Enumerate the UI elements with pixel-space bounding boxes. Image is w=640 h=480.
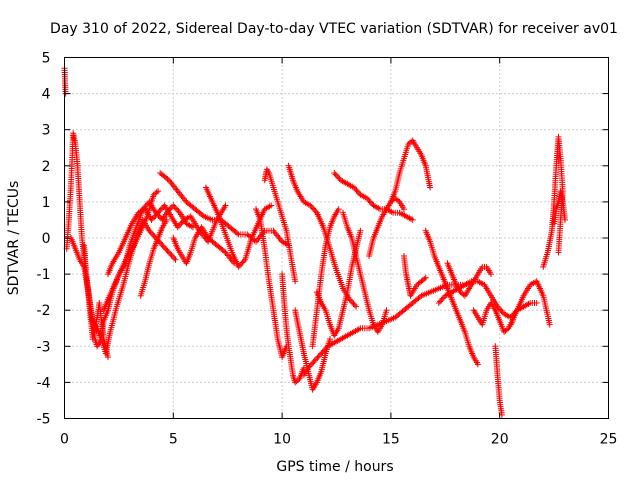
data-point-markers <box>422 227 481 368</box>
series-s31 <box>551 188 568 227</box>
data-point-markers <box>137 216 170 299</box>
series-s26 <box>444 260 494 299</box>
series-s11 <box>253 206 290 361</box>
y-tick-label: -5 <box>37 412 51 428</box>
data-point-markers <box>261 166 299 285</box>
y-axis-label: SDTVAR / TECUs <box>6 181 22 296</box>
data-point-markers <box>105 202 229 278</box>
data-point-markers <box>444 260 494 299</box>
series-s24 <box>422 227 481 368</box>
data-point-markers <box>170 224 238 267</box>
data-point-markers <box>492 343 505 418</box>
data-point-markers <box>313 227 364 339</box>
data-point-markers <box>300 281 468 379</box>
data-point-markers <box>157 170 292 249</box>
x-tick-label: 5 <box>169 432 178 448</box>
x-tick-label: 15 <box>382 432 400 448</box>
y-tick-label: 4 <box>42 87 51 103</box>
series-s13 <box>279 271 307 386</box>
x-axis-label: GPS time / hours <box>276 459 393 475</box>
data-points <box>61 65 568 418</box>
series-s08 <box>157 170 292 249</box>
y-tick-label: 5 <box>42 51 51 67</box>
y-tick-label: 1 <box>42 195 51 211</box>
grid-lines <box>64 57 609 419</box>
series-s21 <box>366 195 407 259</box>
series-s12 <box>261 166 299 285</box>
series-s04 <box>81 242 111 361</box>
data-point-markers <box>61 65 69 97</box>
data-point-markers <box>387 137 434 205</box>
series-s06 <box>100 188 162 314</box>
series-s20 <box>340 209 390 335</box>
series-s18 <box>313 227 364 339</box>
series-s09 <box>170 224 238 267</box>
data-point-markers <box>551 188 568 227</box>
axis-ticks: 0 5 10 15 20 25 -5 -4 -3 -2 -1 0 1 2 3 4 5 <box>37 51 618 448</box>
series-s07 <box>137 216 170 299</box>
data-point-markers <box>81 242 111 361</box>
data-point-markers <box>100 188 162 314</box>
data-point-markers <box>340 209 390 335</box>
series-s23 <box>401 253 429 299</box>
series-s01 <box>61 65 69 97</box>
data-point-markers <box>253 206 290 361</box>
series-s05 <box>105 202 229 278</box>
y-tick-label: 2 <box>42 159 51 175</box>
data-point-markers <box>366 195 407 259</box>
y-tick-label: 3 <box>42 123 51 139</box>
x-tick-label: 0 <box>60 432 69 448</box>
series-s22 <box>387 137 434 205</box>
x-tick-label: 10 <box>273 432 291 448</box>
series-s16 <box>300 281 468 379</box>
data-point-markers <box>279 271 307 386</box>
data-point-markers <box>401 253 429 299</box>
x-tick-label: 20 <box>491 432 509 448</box>
series-s28 <box>492 343 505 418</box>
y-tick-label: -3 <box>37 339 51 355</box>
data-point-markers <box>470 300 516 335</box>
series-s27 <box>470 300 516 335</box>
y-tick-label: 0 <box>42 231 51 247</box>
series-s29 <box>507 278 553 328</box>
y-tick-label: -2 <box>37 303 51 319</box>
data-point-markers <box>507 278 553 328</box>
x-tick-label: 25 <box>600 432 618 448</box>
chart-title: Day 310 of 2022, Sidereal Day-to-day VTE… <box>50 21 618 37</box>
y-tick-label: -4 <box>37 375 51 391</box>
y-tick-label: -1 <box>37 267 51 283</box>
